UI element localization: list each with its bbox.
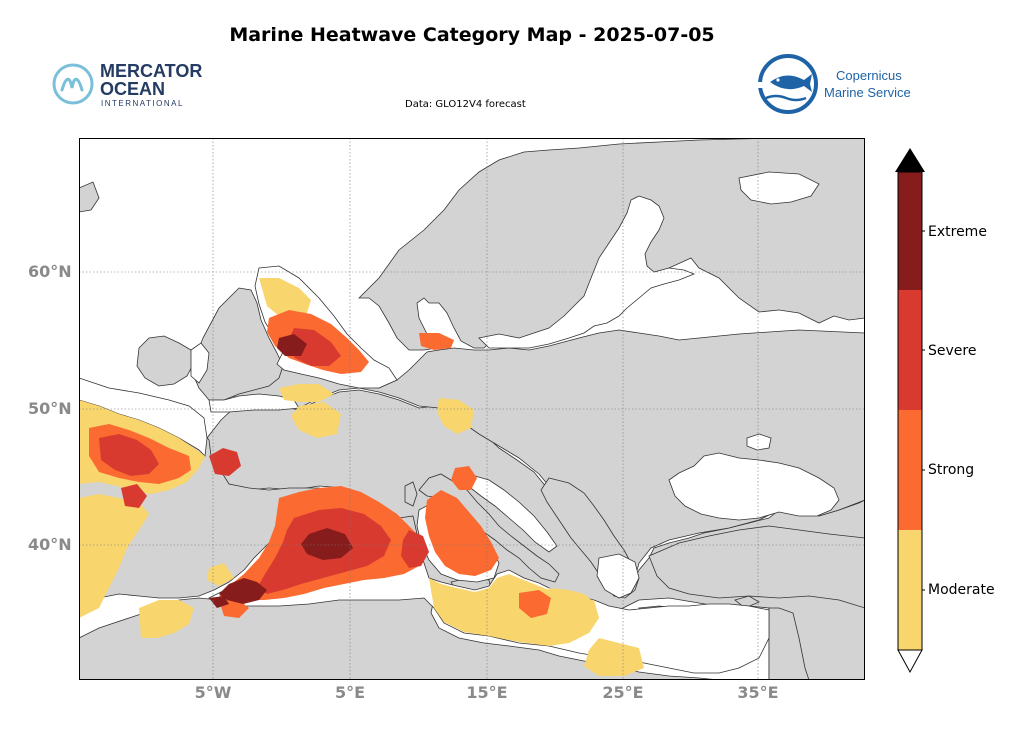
colorbar-strong (898, 410, 922, 530)
category-colorbar (895, 148, 925, 674)
colorbar-severe (898, 290, 922, 410)
x-tick-5e: 5°E (334, 683, 366, 702)
x-tick-25e: 25°E (602, 683, 644, 702)
x-tick-35e: 35°E (737, 683, 779, 702)
land (79, 138, 865, 680)
map-title: Marine Heatwave Category Map - 2025-07-0… (229, 24, 715, 46)
graticule (79, 138, 865, 680)
data-source-subtitle: Data: GLO12V4 forecast (405, 99, 526, 110)
mercator-line2: OCEAN (100, 79, 165, 99)
colorbar-bottom-arrow (897, 649, 923, 674)
x-tick-15e: 15°E (466, 683, 508, 702)
legend-severe: Severe (928, 343, 977, 359)
legend-moderate: Moderate (928, 582, 995, 598)
copernicus-line2: Marine Service (824, 85, 911, 100)
map-frame (79, 138, 865, 680)
y-tick-40n: 40°N (28, 535, 72, 554)
mercator-line3: INTERNATIONAL (101, 99, 184, 108)
heatwave-severe (99, 328, 429, 594)
copernicus-marine-logo: Copernicus Marine Service (756, 54, 911, 114)
heatwave-extreme (209, 334, 353, 608)
mercator-ocean-logo: MERCATOR OCEAN INTERNATIONAL (52, 61, 202, 108)
legend-strong: Strong (928, 462, 975, 478)
legend-extreme: Extreme (928, 224, 987, 240)
colorbar-extreme (898, 172, 922, 290)
heatwave-map (79, 138, 865, 680)
colorbar-moderate (898, 530, 922, 650)
colorbar-top-arrow (895, 148, 925, 172)
copernicus-line1: Copernicus (836, 68, 902, 83)
y-tick-50n: 50°N (28, 399, 72, 418)
mercator-line1: MERCATOR (100, 61, 202, 81)
x-tick-5w: 5°W (194, 683, 232, 702)
y-tick-60n: 60°N (28, 262, 72, 281)
